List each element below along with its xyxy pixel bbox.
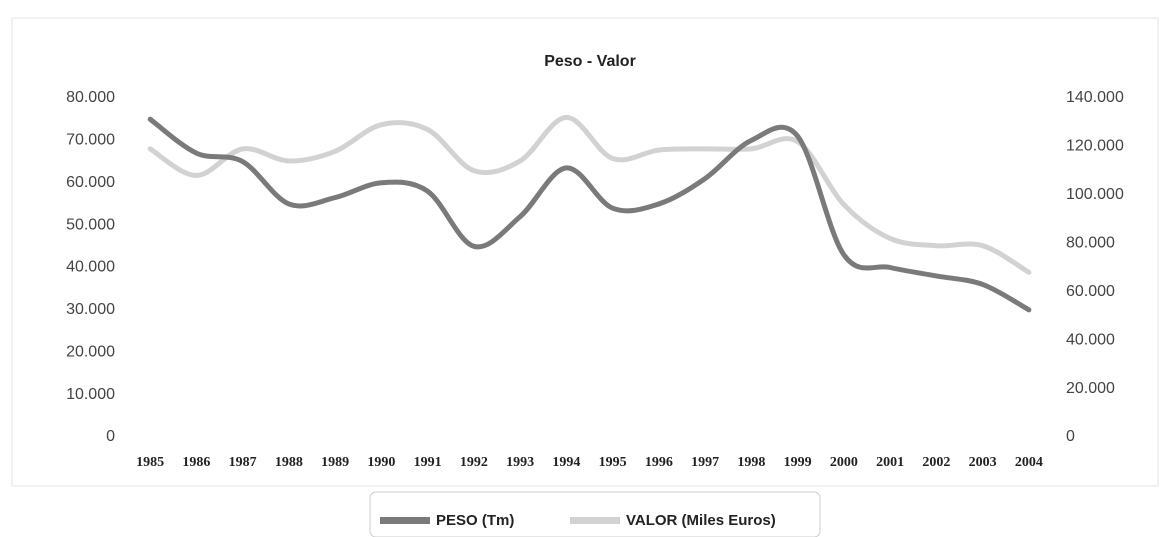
y2-tick-label: 20.000 <box>1066 380 1115 397</box>
y-tick-label: 60.000 <box>66 174 115 191</box>
y-tick-label: 40.000 <box>66 259 115 276</box>
legend-swatch <box>380 517 430 524</box>
y2-tick-label: 40.000 <box>1066 331 1115 348</box>
legend-label: PESO (Tm) <box>436 512 514 529</box>
y-tick-label: 80.000 <box>66 89 115 106</box>
y2-tick-label: 60.000 <box>1066 283 1115 300</box>
x-tick-label: 1998 <box>737 455 765 470</box>
x-tick-label: 1990 <box>367 455 395 470</box>
x-tick-label: 2002 <box>922 455 950 470</box>
series-line <box>147 116 1032 313</box>
y-tick-label: 30.000 <box>66 301 115 318</box>
legend-swatch <box>570 517 620 524</box>
chart-frame <box>11 17 1159 487</box>
y-tick-label: 70.000 <box>66 132 115 149</box>
x-tick-label: 1985 <box>136 455 164 470</box>
y2-tick-label: 100.000 <box>1066 186 1124 203</box>
x-tick-label: 1996 <box>645 455 673 470</box>
y-tick-label: 50.000 <box>66 216 115 233</box>
x-tick-label: 1993 <box>506 455 534 470</box>
x-tick-label: 1986 <box>182 455 210 470</box>
x-tick-label: 1997 <box>691 455 719 470</box>
x-tick-label: 1994 <box>552 455 580 470</box>
y-tick-label: 10.000 <box>66 386 115 403</box>
x-tick-label: 1991 <box>414 455 442 470</box>
y-tick-label: 20.000 <box>66 343 115 360</box>
chart-title: Peso - Valor <box>544 53 636 70</box>
x-tick-label: 2000 <box>830 455 858 470</box>
y2-tick-label: 80.000 <box>1066 235 1115 252</box>
x-tick-label: 1992 <box>460 455 488 470</box>
x-tick-label: 1987 <box>229 455 257 470</box>
x-tick-label: 2004 <box>1015 455 1043 470</box>
y2-tick-label: 0 <box>1066 428 1075 445</box>
y-tick-label: 0 <box>106 428 115 445</box>
x-tick-label: 1988 <box>275 455 303 470</box>
series-line <box>147 114 1032 275</box>
x-tick-label: 1995 <box>599 455 627 470</box>
x-tick-label: 1999 <box>784 455 812 470</box>
y2-tick-label: 140.000 <box>1066 89 1124 106</box>
y2-tick-label: 120.000 <box>1066 138 1124 155</box>
x-tick-label: 2003 <box>969 455 997 470</box>
legend-label: VALOR (Miles Euros) <box>626 512 776 529</box>
x-tick-label: 2001 <box>876 455 904 470</box>
x-tick-label: 1989 <box>321 455 349 470</box>
legend <box>369 491 821 537</box>
